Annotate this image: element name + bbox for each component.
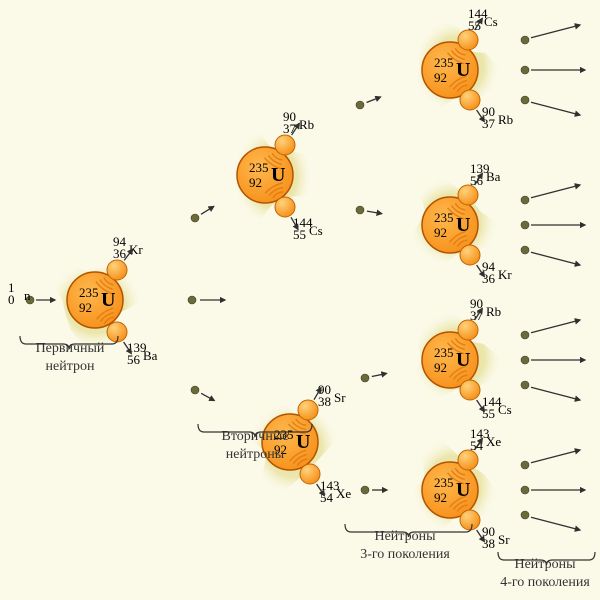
svg-text:Cs: Cs: [484, 14, 498, 29]
svg-text:235: 235: [79, 285, 99, 300]
svg-text:55: 55: [293, 227, 306, 242]
svg-text:Rb: Rb: [486, 304, 501, 319]
svg-text:U: U: [296, 431, 310, 453]
svg-text:Kr: Kr: [129, 242, 143, 257]
caption: нейтрон: [46, 359, 95, 374]
fission-fragment: [460, 510, 480, 530]
fission-fragment: [458, 450, 478, 470]
fission-fragment: [458, 320, 478, 340]
svg-text:Ba: Ba: [486, 169, 501, 184]
svg-text:37: 37: [283, 121, 297, 136]
svg-text:Rb: Rb: [498, 112, 513, 127]
svg-text:55: 55: [482, 406, 495, 421]
svg-text:38: 38: [318, 394, 331, 409]
svg-text:Cs: Cs: [309, 223, 323, 238]
svg-text:92: 92: [434, 70, 447, 85]
svg-text:235: 235: [434, 55, 454, 70]
svg-text:Sr: Sr: [498, 532, 510, 547]
svg-text:Rb: Rb: [299, 117, 314, 132]
svg-text:92: 92: [79, 300, 92, 315]
fission-fragment: [298, 400, 318, 420]
svg-text:235: 235: [249, 160, 269, 175]
svg-text:Xe: Xe: [486, 434, 501, 449]
svg-text:235: 235: [434, 210, 454, 225]
svg-text:38: 38: [482, 536, 495, 551]
svg-text:235: 235: [434, 345, 454, 360]
svg-text:56: 56: [127, 352, 141, 367]
svg-text:92: 92: [249, 175, 262, 190]
svg-text:36: 36: [482, 271, 496, 286]
fission-fragment: [460, 90, 480, 110]
svg-text:n: n: [24, 288, 31, 303]
fission-fragment: [300, 464, 320, 484]
svg-text:235: 235: [434, 475, 454, 490]
svg-text:Ba: Ba: [143, 348, 158, 363]
caption: Нейтроны: [514, 557, 576, 572]
caption: нейтроны: [226, 447, 285, 462]
svg-text:0: 0: [8, 292, 15, 307]
svg-text:92: 92: [434, 225, 447, 240]
fission-fragment: [460, 380, 480, 400]
caption: Вторичные: [222, 429, 289, 444]
svg-text:92: 92: [434, 490, 447, 505]
fission-chain-diagram: 10n23592U9436Kr13956Ba23592U9037Rb14455C…: [0, 0, 600, 600]
svg-text:Xe: Xe: [336, 486, 351, 501]
fission-fragment: [458, 185, 478, 205]
svg-text:Sr: Sr: [334, 390, 346, 405]
fission-fragment: [107, 260, 127, 280]
fission-fragment: [275, 135, 295, 155]
caption: 3-го поколения: [360, 547, 450, 562]
caption: Первичный: [36, 341, 105, 356]
fission-fragment: [460, 245, 480, 265]
svg-text:37: 37: [482, 116, 496, 131]
svg-text:92: 92: [434, 360, 447, 375]
svg-text:55: 55: [468, 18, 481, 33]
caption: Нейтроны: [374, 529, 436, 544]
fission-fragment: [275, 197, 295, 217]
fission-fragment: [107, 322, 127, 342]
svg-text:36: 36: [113, 246, 127, 261]
svg-text:Kr: Kr: [498, 267, 512, 282]
svg-text:Cs: Cs: [498, 402, 512, 417]
caption: 4-го поколения: [500, 575, 590, 590]
fission-fragment: [458, 30, 478, 50]
